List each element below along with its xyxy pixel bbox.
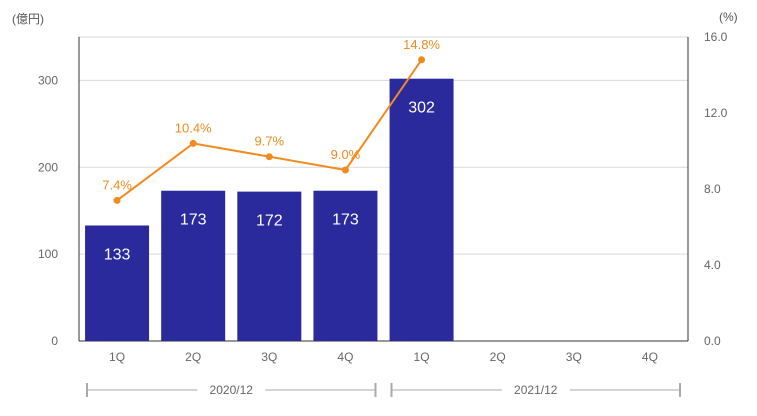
- right-tick-label: 4.0: [704, 258, 721, 272]
- right-tick-label: 16.0: [704, 30, 728, 44]
- right-tick-label: 8.0: [704, 182, 721, 196]
- bar: [313, 190, 378, 341]
- ratio-value-label: 9.7%: [254, 134, 284, 149]
- ratio-point: [341, 166, 349, 174]
- left-tick-label: 0: [51, 334, 58, 348]
- left-tick-label: 300: [38, 73, 58, 87]
- x-tick-label: 1Q: [414, 350, 430, 364]
- period-label: 2021/12: [514, 383, 558, 397]
- x-tick-label: 3Q: [566, 350, 582, 364]
- left-tick-label: 100: [38, 247, 58, 261]
- bar-value-label: 133: [104, 246, 131, 263]
- x-tick-label: 4Q: [337, 350, 353, 364]
- ratio-value-label: 7.4%: [102, 177, 132, 192]
- left-axis-unit: (億円): [12, 12, 44, 26]
- period-label: 2020/12: [210, 383, 254, 397]
- bar: [85, 225, 150, 341]
- bar: [237, 191, 302, 341]
- ratio-point: [113, 196, 121, 204]
- bar-value-label: 172: [256, 213, 283, 230]
- ratio-value-label: 9.0%: [331, 147, 361, 162]
- x-tick-label: 1Q: [109, 350, 125, 364]
- ratio-value-label: 10.4%: [175, 120, 212, 135]
- bar-value-label: 173: [180, 212, 207, 229]
- bar-value-label: 302: [408, 100, 435, 117]
- right-tick-label: 0.0: [704, 334, 721, 348]
- bar: [161, 190, 226, 341]
- ratio-point: [189, 139, 197, 147]
- ratio-value-label: 14.8%: [403, 37, 440, 52]
- x-tick-label: 3Q: [261, 350, 277, 364]
- x-tick-label: 4Q: [642, 350, 658, 364]
- x-tick-label: 2Q: [490, 350, 506, 364]
- bar-value-label: 173: [332, 212, 359, 229]
- left-tick-label: 200: [38, 160, 58, 174]
- bar: [389, 78, 454, 341]
- ratio-point: [265, 153, 273, 161]
- right-tick-label: 12.0: [704, 106, 728, 120]
- x-tick-label: 2Q: [185, 350, 201, 364]
- ratio-point: [418, 56, 426, 64]
- right-axis-unit: (%): [719, 10, 738, 24]
